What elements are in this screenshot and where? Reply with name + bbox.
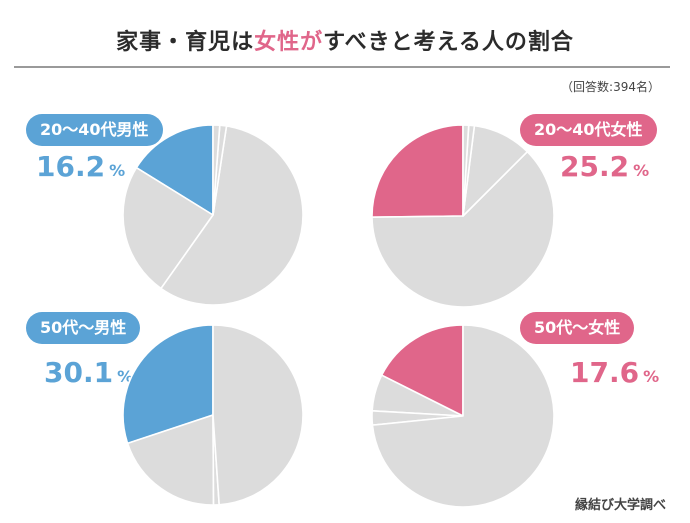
- pie-slice-1: [126, 414, 215, 506]
- pie-slice-4: [212, 124, 221, 216]
- pie-slice-3: [212, 324, 304, 506]
- pie-slice-1: [122, 166, 214, 290]
- percent-unit: %: [643, 367, 660, 386]
- percent-value: 17.6: [570, 356, 640, 389]
- percent-50-female: 17.6%: [570, 356, 659, 389]
- percent-20-40-female: 25.2%: [560, 150, 649, 183]
- badge-20-40-male: 20〜40代男性: [26, 114, 163, 146]
- title-part-2: すべきと考える人の割合: [323, 30, 574, 55]
- percent-value: 25.2: [560, 150, 630, 183]
- percent-unit: %: [633, 161, 650, 180]
- pie-slice-highlight: [135, 124, 214, 216]
- percent-value: 30.1: [44, 356, 114, 389]
- percent-unit: %: [109, 161, 126, 180]
- pie-slice-4: [462, 124, 470, 217]
- percent-50-male: 30.1%: [44, 356, 133, 389]
- title-highlight: 女性が: [254, 30, 324, 55]
- pie-20-40-female: [371, 124, 555, 308]
- pie-slice-1: [371, 150, 555, 308]
- chart-title: 家事・育児は女性がすべきと考える人の割合: [0, 24, 690, 56]
- pie-slice-highlight: [122, 324, 214, 445]
- pie-50-male: [122, 324, 304, 506]
- percent-20-40-male: 16.2%: [36, 150, 125, 183]
- pie-slice-highlight: [371, 124, 464, 218]
- respondents-note: （回答数:394名）: [561, 80, 660, 94]
- title-part-1: 家事・育児は: [116, 30, 255, 55]
- badge-50-male: 50代〜男性: [26, 312, 141, 344]
- badge-50-female: 50代〜女性: [520, 312, 635, 344]
- pie-slice-3: [371, 324, 555, 508]
- pie-20-40-male: [122, 124, 304, 306]
- pie-50-female: [371, 324, 555, 508]
- title-divider: [14, 66, 670, 68]
- pie-slice-highlight: [380, 324, 464, 417]
- percent-value: 16.2: [36, 150, 106, 183]
- pie-slice-2: [160, 125, 304, 306]
- badge-20-40-female: 20〜40代女性: [520, 114, 657, 146]
- source-credit: 縁結び大学調べ: [574, 498, 666, 513]
